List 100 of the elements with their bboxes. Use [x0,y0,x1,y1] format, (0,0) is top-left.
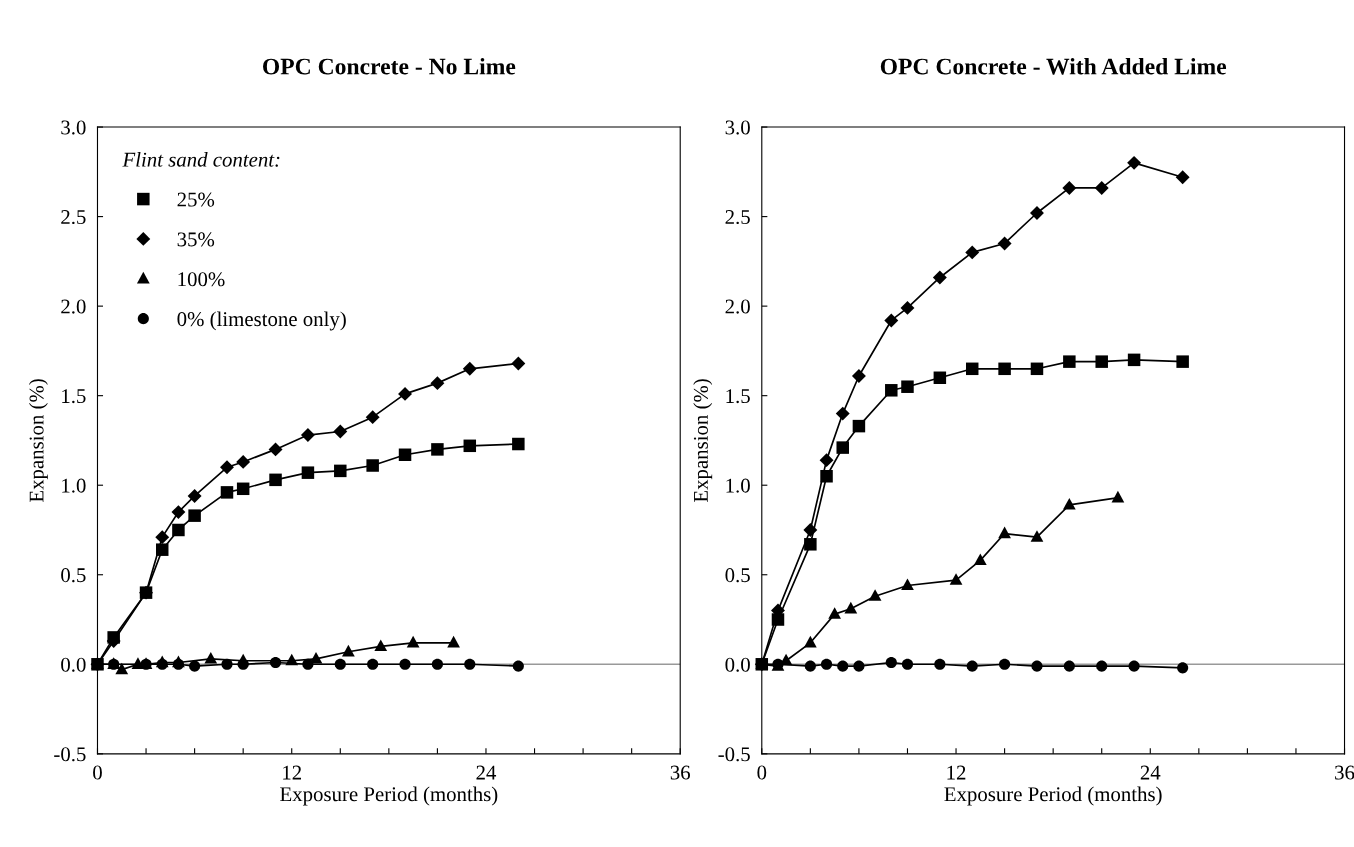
legend-label: 0% (limestone only) [177,311,346,331]
point [868,589,882,601]
point [803,635,817,648]
point [933,371,947,385]
point [1127,155,1142,170]
point [236,482,250,496]
point [949,573,963,585]
y-tick-label: 1.0 [726,478,750,493]
point [1127,353,1141,367]
point [431,443,444,456]
point [367,658,379,670]
point [155,530,170,545]
point [901,380,914,393]
y-tick-label: 2.0 [61,299,86,314]
point [965,362,979,376]
point [998,362,1011,376]
y-tick-label: 0.5 [725,568,750,583]
point [334,658,346,670]
point [1176,355,1189,368]
y-tick-label: 2.5 [61,210,86,225]
point [269,473,282,487]
y-tick-label: 2.5 [725,210,750,225]
y-tick-label: 2.0 [725,299,750,314]
point [342,644,355,657]
y-axis-title: Expansion (%) [28,379,48,503]
point [268,442,283,457]
legend-label: 100% [178,272,225,287]
point [804,660,816,672]
point [447,635,460,648]
x-tick-label: 36 [670,765,691,780]
point [934,658,946,670]
point [285,653,299,666]
y-tick-label: 0.5 [61,568,86,583]
point [204,651,218,664]
point [1030,362,1044,376]
point [512,437,525,451]
point [884,313,899,328]
point [997,236,1012,251]
point [844,601,858,614]
point [837,660,849,672]
x-tick-label: 0 [757,765,767,780]
point [803,523,818,537]
point [302,658,314,670]
point [512,660,524,672]
x-tick-label: 24 [476,765,497,780]
point [853,660,865,672]
point [430,376,445,391]
point [187,489,202,503]
x-tick-label: 12 [947,765,966,780]
point [334,464,347,478]
x-axis-title: Exposure Period (months) [280,786,498,806]
point [464,658,476,670]
point [999,658,1011,670]
point [1063,355,1076,368]
point [1030,530,1044,542]
point [885,656,897,669]
point [172,523,185,537]
x-tick-label: 24 [1140,765,1161,780]
point [804,538,817,551]
point [365,410,380,425]
point [1062,180,1077,195]
point [820,470,833,483]
y-tick-label: -0.5 [718,747,750,762]
point [220,486,234,499]
point [1062,497,1076,510]
point [221,658,233,670]
point [851,369,866,383]
point [819,453,834,468]
y-tick-label: -0.5 [54,747,86,762]
point [1096,660,1108,672]
chart-title: OPC Concrete - With Added Lime [880,57,1227,75]
point [852,419,866,433]
point [189,660,201,672]
y-tick-label: 3.0 [61,120,86,135]
y-tick-label: 1.5 [726,389,750,404]
x-tick-label: 0 [93,765,102,780]
point [836,441,849,454]
x-tick-label: 36 [1335,765,1354,780]
point [1175,170,1190,185]
chart-title: OPC Concrete - No Lime [263,57,516,75]
y-tick-label: 1.5 [62,389,86,404]
x-tick-label: 12 [283,765,301,780]
point [965,245,980,260]
point [431,658,443,670]
point [399,658,411,670]
point [973,553,987,566]
point [1031,660,1043,672]
point [301,466,315,479]
point [188,509,201,522]
point [366,459,379,472]
point [398,448,412,462]
point [885,384,898,397]
point [463,439,477,453]
point [511,356,526,371]
point [932,270,947,285]
point [1095,355,1108,368]
point [237,658,249,670]
legend-title: Flint sand content: [122,152,280,167]
point [1177,662,1189,674]
point [462,361,477,376]
